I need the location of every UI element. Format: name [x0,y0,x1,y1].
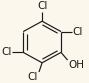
Text: Cl: Cl [37,1,47,11]
Text: Cl: Cl [28,72,38,82]
Text: Cl: Cl [73,27,83,37]
Text: Cl: Cl [1,47,11,57]
Text: OH: OH [68,60,84,70]
